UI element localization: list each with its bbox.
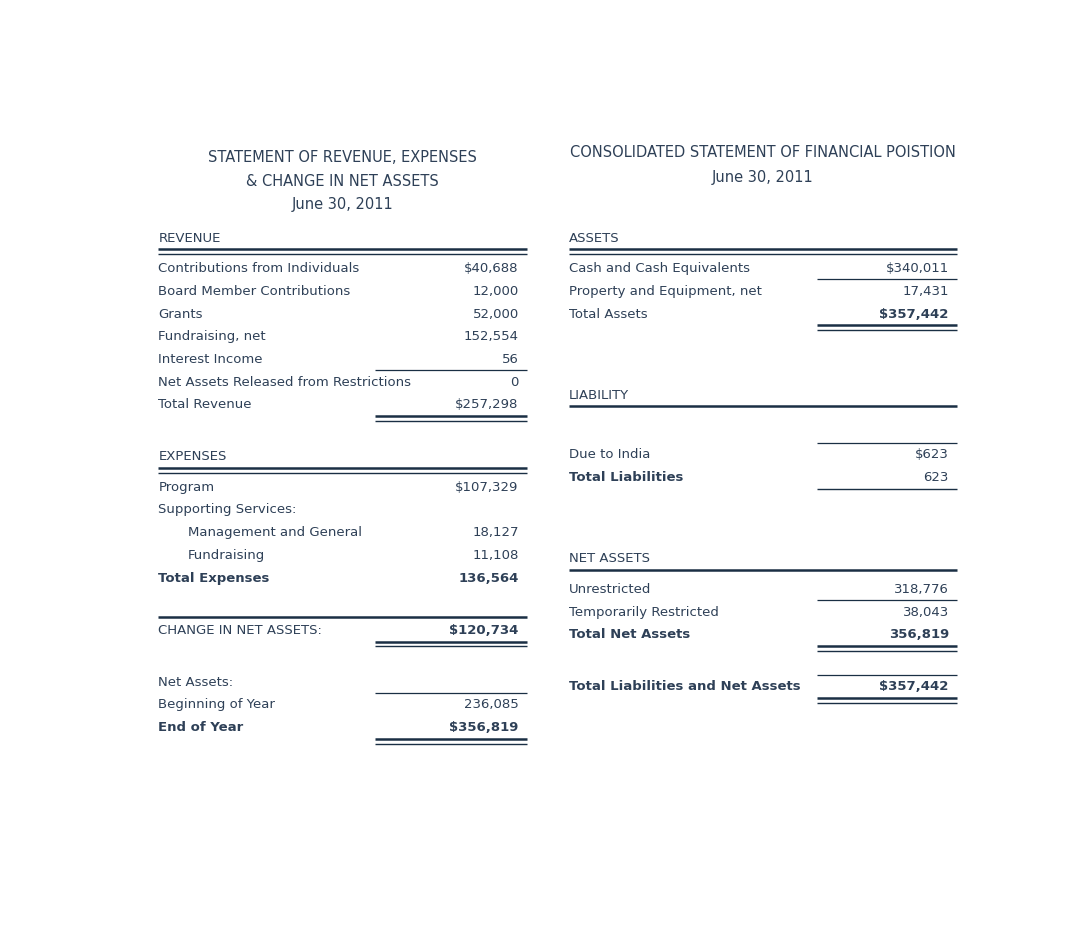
Text: 56: 56 <box>502 353 519 366</box>
Text: REVENUE: REVENUE <box>159 232 221 244</box>
Text: LIABILITY: LIABILITY <box>569 388 629 402</box>
Text: $257,298: $257,298 <box>455 399 519 412</box>
Text: Cash and Cash Equivalents: Cash and Cash Equivalents <box>569 262 750 275</box>
Text: 12,000: 12,000 <box>472 285 519 298</box>
Text: Management and General: Management and General <box>188 526 362 539</box>
Text: $120,734: $120,734 <box>450 623 519 636</box>
Text: 17,431: 17,431 <box>903 285 949 298</box>
Text: 136,564: 136,564 <box>458 572 519 585</box>
Text: 623: 623 <box>923 471 949 484</box>
Text: 38,043: 38,043 <box>903 606 949 619</box>
Text: June 30, 2011: June 30, 2011 <box>712 169 814 184</box>
Text: End of Year: End of Year <box>159 721 243 734</box>
Text: CHANGE IN NET ASSETS:: CHANGE IN NET ASSETS: <box>159 623 322 636</box>
Text: Interest Income: Interest Income <box>159 353 263 366</box>
Text: $356,819: $356,819 <box>450 721 519 734</box>
Text: 356,819: 356,819 <box>889 628 949 641</box>
Text: $107,329: $107,329 <box>455 481 519 494</box>
Text: 11,108: 11,108 <box>472 548 519 562</box>
Text: Temporarily Restricted: Temporarily Restricted <box>569 606 719 619</box>
Text: Board Member Contributions: Board Member Contributions <box>159 285 350 298</box>
Text: 52,000: 52,000 <box>472 308 519 320</box>
Text: 18,127: 18,127 <box>472 526 519 539</box>
Text: EXPENSES: EXPENSES <box>159 450 227 463</box>
Text: Total Revenue: Total Revenue <box>159 399 252 412</box>
Text: Total Expenses: Total Expenses <box>159 572 270 585</box>
Text: Program: Program <box>159 481 214 494</box>
Text: Fundraising: Fundraising <box>188 548 265 562</box>
Text: Total Liabilities: Total Liabilities <box>569 471 683 484</box>
Text: $340,011: $340,011 <box>885 262 949 275</box>
Text: CONSOLIDATED STATEMENT OF FINANCIAL POISTION: CONSOLIDATED STATEMENT OF FINANCIAL POIS… <box>570 145 956 160</box>
Text: Unrestricted: Unrestricted <box>569 583 652 596</box>
Text: Total Assets: Total Assets <box>569 308 648 320</box>
Text: June 30, 2011: June 30, 2011 <box>292 197 393 212</box>
Text: $623: $623 <box>915 448 949 461</box>
Text: $357,442: $357,442 <box>880 308 949 320</box>
Text: 152,554: 152,554 <box>464 330 519 344</box>
Text: Total Liabilities and Net Assets: Total Liabilities and Net Assets <box>569 680 801 694</box>
Text: Grants: Grants <box>159 308 203 320</box>
Text: Total Net Assets: Total Net Assets <box>569 628 691 641</box>
Text: STATEMENT OF REVENUE, EXPENSES: STATEMENT OF REVENUE, EXPENSES <box>208 150 477 165</box>
Text: ASSETS: ASSETS <box>569 232 619 244</box>
Text: Fundraising, net: Fundraising, net <box>159 330 266 344</box>
Text: 236,085: 236,085 <box>464 698 519 711</box>
Text: Net Assets:: Net Assets: <box>159 676 233 689</box>
Text: Net Assets Released from Restrictions: Net Assets Released from Restrictions <box>159 375 412 388</box>
Text: & CHANGE IN NET ASSETS: & CHANGE IN NET ASSETS <box>246 174 439 189</box>
Text: NET ASSETS: NET ASSETS <box>569 552 650 565</box>
Text: Beginning of Year: Beginning of Year <box>159 698 276 711</box>
Text: Property and Equipment, net: Property and Equipment, net <box>569 285 762 298</box>
Text: 0: 0 <box>510 375 519 388</box>
Text: Contributions from Individuals: Contributions from Individuals <box>159 262 360 275</box>
Text: Supporting Services:: Supporting Services: <box>159 504 297 517</box>
Text: $357,442: $357,442 <box>880 680 949 694</box>
Text: $40,688: $40,688 <box>464 262 519 275</box>
Text: Due to India: Due to India <box>569 448 651 461</box>
Text: 318,776: 318,776 <box>894 583 949 596</box>
